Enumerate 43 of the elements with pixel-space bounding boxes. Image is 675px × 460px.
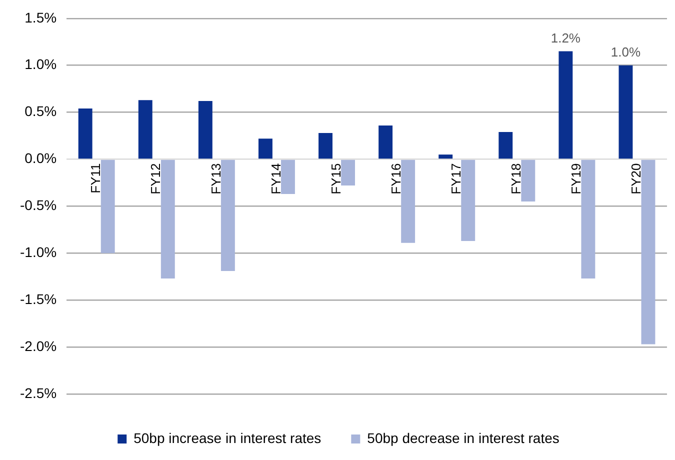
- y-tick-label: 1.5%: [24, 9, 57, 26]
- bar: [281, 160, 295, 194]
- y-tick-label: 1.0%: [24, 56, 57, 72]
- data-label: 1.0%: [610, 44, 641, 60]
- bar: [438, 154, 453, 159]
- x-tick-label: FY15: [328, 163, 344, 194]
- bar: [160, 160, 175, 279]
- x-tick-label: FY11: [88, 163, 104, 194]
- bar: [618, 65, 633, 159]
- bar: [378, 125, 393, 159]
- legend-label: 50bp increase in interest rates: [134, 430, 322, 446]
- y-tick-label: -0.5%: [20, 197, 57, 214]
- y-tick-label: -1.0%: [20, 244, 57, 260]
- y-tick-label: 0.5%: [24, 103, 57, 120]
- bar: [341, 160, 356, 186]
- x-tick-label: FY20: [628, 163, 644, 194]
- x-tick-label: FY16: [388, 163, 404, 194]
- x-tick-label: FY14: [268, 163, 284, 194]
- bar: [220, 160, 235, 271]
- bar: [581, 160, 596, 279]
- bar: [521, 160, 536, 202]
- data-label: 1.2%: [550, 30, 581, 46]
- bar: [138, 100, 152, 159]
- x-tick-label: FY18: [508, 163, 524, 194]
- bar: [558, 51, 573, 159]
- y-tick-label: -2.5%: [20, 384, 57, 401]
- x-tick-label: FY19: [568, 163, 584, 194]
- bar: [198, 101, 212, 159]
- y-tick-label: -2.0%: [20, 338, 57, 354]
- bar: [461, 160, 476, 241]
- bar: [258, 138, 272, 159]
- x-tick-label: FY13: [208, 163, 224, 194]
- x-tick-label: FY12: [148, 163, 164, 194]
- y-tick-label: -1.5%: [20, 290, 57, 307]
- bar: [401, 160, 416, 243]
- bar: [100, 160, 115, 254]
- x-tick-label: FY17: [448, 163, 464, 194]
- bar: [318, 132, 332, 159]
- bar: [78, 108, 92, 159]
- legend-label: 50bp decrease in interest rates: [367, 430, 560, 446]
- bar: [498, 132, 513, 159]
- bar: [641, 160, 656, 344]
- y-tick-label: 0.0%: [24, 150, 57, 166]
